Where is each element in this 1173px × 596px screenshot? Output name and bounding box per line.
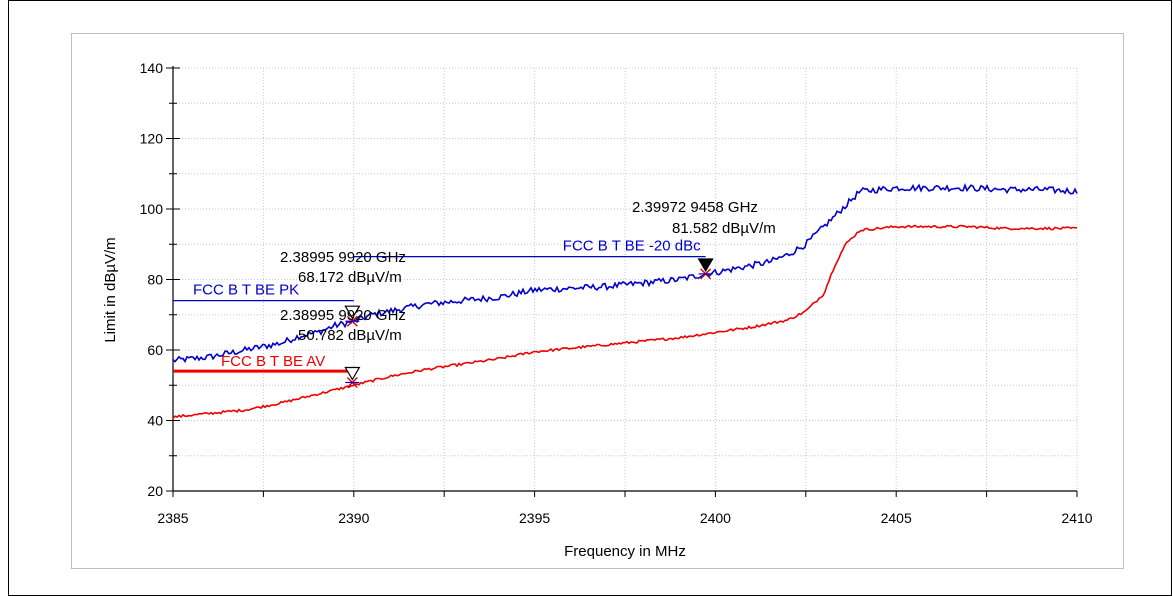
marker-triangle [344,366,361,381]
x-tick-label: 2410 [1061,510,1092,526]
limit-lines: FCC B T BE PK FCC B T BE AV FCC B T BE -20… [173,238,706,373]
marker-frequency-label: 2.38995 9920 GHz [280,249,406,266]
marker-frequency-label: 2.39972 9458 GHz [632,199,758,216]
grid-lines [172,67,1078,492]
x-tick-label: 2405 [881,510,912,526]
report-frame [8,0,1172,596]
x-tick-label: 2400 [700,510,731,526]
chart-panel [71,33,1124,569]
markers: 2.38995 9920 GHz 68.172 dBµV/m 2.38995 992… [280,199,776,388]
y-tick-label: 40 [147,413,163,429]
y-tick-label: 20 [147,483,163,499]
marker-triangle [697,258,714,273]
limit-line-label: FCC B T BE PK [193,282,299,299]
marker-level-label: 68.172 dBµV/m [298,269,402,286]
y-tick-label: 80 [147,272,163,288]
x-tick-labels: 2385 2390 2395 2400 2405 2410 [157,510,1092,526]
marker-level-label: 81.582 dBµV/m [672,220,776,237]
x-tick-label: 2385 [157,510,188,526]
x-tick-label: 2395 [519,510,550,526]
y-axis-title: Limit in dBµV/m [102,237,119,342]
marker-level-label: 50.782 dBµV/m [298,327,402,344]
x-tick-label: 2390 [338,510,369,526]
series-line [172,224,1078,419]
y-tick-label: 60 [147,342,163,358]
y-tick-label: 120 [140,131,164,147]
limit-line-label: FCC B T BE -20 dBc [563,238,701,255]
y-tick-label: 100 [140,201,164,217]
marker-frequency-label: 2.38995 9920 GHz [280,307,406,324]
y-tick-label: 140 [140,60,164,76]
x-axis-title: Frequency in MHz [564,543,686,560]
series-line [172,183,1078,364]
marker-triangle [344,305,361,320]
y-tick-labels: 20 40 60 80 100 120 140 [140,60,164,499]
series-group [172,183,1078,419]
axes [166,66,1078,497]
limit-line-label: FCC B T BE AV [221,353,325,370]
